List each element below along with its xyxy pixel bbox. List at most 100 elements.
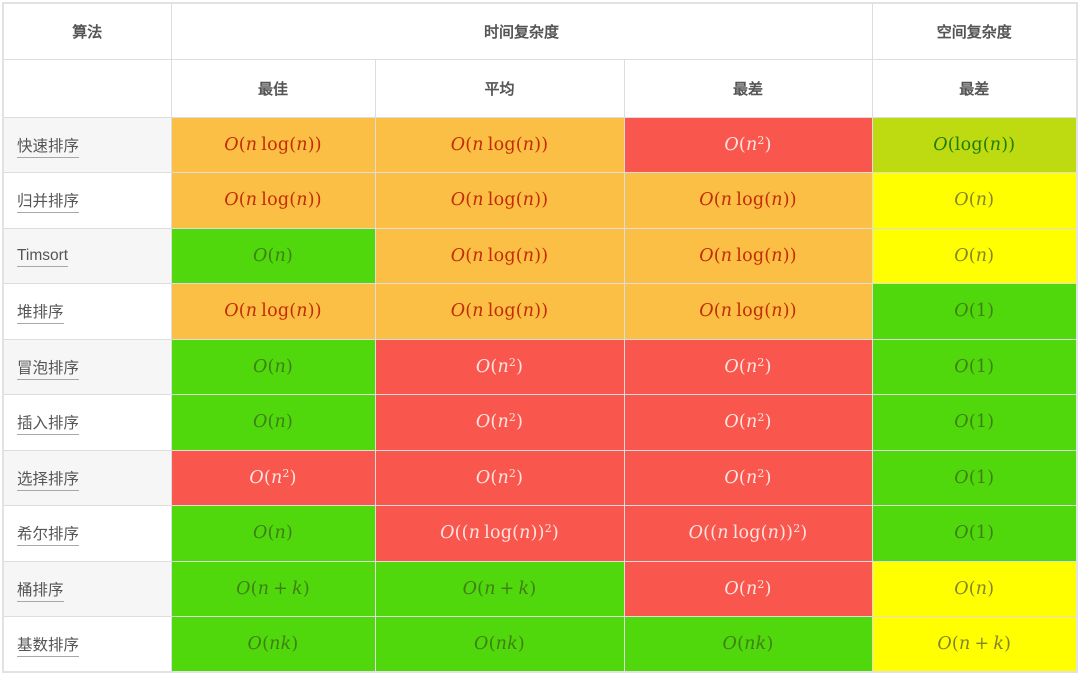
complexity-value: O(1) <box>954 523 995 544</box>
complexity-cell: O(n2) <box>623 116 873 173</box>
table-row: 归并排序 O(n log(n)) O(n log(n)) O(n log(n)) O(n) <box>2 172 1078 229</box>
complexity-value: O(nk) <box>247 634 299 654</box>
complexity-cell: O(log(n)) <box>871 116 1078 173</box>
complexity-value: O(log(n)) <box>933 134 1016 155</box>
complexity-cell: O(n log(n)) <box>623 283 873 340</box>
complexity-cell: O(n) <box>871 172 1078 229</box>
complexity-cell: O(nk) <box>170 616 376 673</box>
complexity-cell: O(n2) <box>170 449 376 506</box>
algorithm-link[interactable]: 冒泡排序 <box>17 359 80 380</box>
complexity-value: O(n log(n)) <box>699 301 797 322</box>
complexity-value: O(n) <box>954 578 995 599</box>
complexity-cell: O(1) <box>871 505 1078 562</box>
complexity-value: O((n log(n))2) <box>688 522 808 544</box>
complexity-cell: O(n log(n)) <box>374 172 625 229</box>
algorithm-link[interactable]: 归并排序 <box>17 193 80 214</box>
complexity-cell: O(n log(n)) <box>374 116 625 173</box>
complexity-cell: O(n log(n)) <box>170 116 376 173</box>
complexity-value: O(n + k) <box>937 634 1012 654</box>
complexity-value: O(n log(n)) <box>224 190 322 211</box>
complexity-value: O(n log(n)) <box>450 134 549 155</box>
complexity-cell: O(n log(n)) <box>623 172 873 229</box>
complexity-value: O(n log(n)) <box>699 245 797 266</box>
complexity-cell: O(1) <box>871 394 1078 451</box>
algorithm-link[interactable]: Timsort <box>17 246 69 267</box>
complexity-cell: O(n2) <box>623 449 873 506</box>
algorithm-label-cell: 插入排序 <box>2 394 172 451</box>
table-row: 选择排序 O(n2) O(n2) O(n2) O(1) <box>2 449 1078 506</box>
table-row: 快速排序 O(n log(n)) O(n log(n)) O(n2) O(log(n)) <box>2 116 1078 173</box>
algorithm-link[interactable]: 快速排序 <box>17 137 80 158</box>
algorithm-link[interactable]: 堆排序 <box>17 304 64 325</box>
algorithm-link[interactable]: 基数排序 <box>17 637 80 657</box>
complexity-cell: O(n) <box>871 227 1078 284</box>
complexity-cell: O(1) <box>871 283 1078 340</box>
subheader-space-worst: 最差 <box>871 58 1078 118</box>
complexity-value: O(n2) <box>724 577 772 599</box>
algorithm-label-cell: 基数排序 <box>2 616 172 673</box>
table-header: 算法 时间复杂度 空间复杂度 最佳 平均 最差 最差 <box>2 2 1078 118</box>
complexity-value: O(n2) <box>249 466 297 488</box>
algorithm-label-cell: 归并排序 <box>2 172 172 229</box>
complexity-cell: O(1) <box>871 449 1078 506</box>
table-row: 冒泡排序 O(n) O(n2) O(n2) O(1) <box>2 338 1078 395</box>
header-row-subcolumns: 最佳 平均 最差 最差 <box>2 58 1078 118</box>
table-row: 桶排序 O(n + k) O(n + k) O(n2) O(n) <box>2 560 1078 617</box>
algorithm-link[interactable]: 选择排序 <box>17 470 80 491</box>
complexity-cell: O(n2) <box>623 560 873 617</box>
algorithm-label-cell: 堆排序 <box>2 283 172 340</box>
complexity-value: O(n2) <box>724 133 772 155</box>
complexity-value: O(n) <box>252 523 294 544</box>
complexity-cell: O(n) <box>170 394 376 451</box>
complexity-cell: O(n log(n)) <box>170 283 376 340</box>
algorithm-label-cell: Timsort <box>2 227 172 284</box>
algorithm-label-cell: 快速排序 <box>2 116 172 173</box>
complexity-cell: O((n log(n))2) <box>374 505 625 562</box>
complexity-value: O(1) <box>954 356 995 377</box>
complexity-value: O((n log(n))2) <box>440 522 559 544</box>
complexity-cell: O(n) <box>871 560 1078 617</box>
complexity-cell: O(1) <box>871 338 1078 395</box>
complexity-cell: O(nk) <box>374 616 625 673</box>
complexity-value: O(1) <box>954 301 995 322</box>
complexity-cell: O(nk) <box>623 616 873 673</box>
table-row: 堆排序 O(n log(n)) O(n log(n)) O(n log(n)) O(1) <box>2 283 1078 340</box>
complexity-value: O(n) <box>954 190 995 211</box>
complexity-value: O(n2) <box>724 466 772 488</box>
complexity-cell: O(n) <box>170 505 376 562</box>
subheader-empty-cell <box>2 58 172 118</box>
algorithm-label-cell: 冒泡排序 <box>2 338 172 395</box>
header-row-groups: 算法 时间复杂度 空间复杂度 <box>2 2 1078 60</box>
complexity-value: O(n + k) <box>462 578 537 599</box>
complexity-value: O(n log(n)) <box>450 190 549 211</box>
complexity-value: O(n2) <box>475 466 524 488</box>
complexity-cell: O(n + k) <box>374 560 625 617</box>
complexity-value: O(n) <box>954 245 995 266</box>
complexity-value: O(n log(n)) <box>224 301 322 322</box>
complexity-cell: O(n2) <box>623 338 873 395</box>
complexity-value: O(nk) <box>722 634 774 654</box>
complexity-cell: O(n log(n)) <box>374 227 625 284</box>
complexity-value: O(n2) <box>475 411 524 433</box>
complexity-cell: O(n) <box>170 338 376 395</box>
complexity-value: O(n) <box>252 356 294 377</box>
algorithm-label-cell: 希尔排序 <box>2 505 172 562</box>
header-space-complexity: 空间复杂度 <box>871 2 1078 60</box>
algorithm-link[interactable]: 桶排序 <box>17 581 64 602</box>
table-row: 插入排序 O(n) O(n2) O(n2) O(1) <box>2 394 1078 451</box>
complexity-value: O(n) <box>252 245 294 266</box>
complexity-value: O(n log(n)) <box>224 134 322 155</box>
complexity-value: O(n log(n)) <box>450 245 549 266</box>
algorithm-link[interactable]: 希尔排序 <box>17 526 80 547</box>
complexity-value: O(n2) <box>724 355 772 377</box>
complexity-value: O(1) <box>954 412 995 433</box>
complexity-cell: O(n log(n)) <box>374 283 625 340</box>
table-body: 快速排序 O(n log(n)) O(n log(n)) O(n2) O(log(n)) 归并… <box>2 116 1078 673</box>
subheader-average: 平均 <box>374 58 625 118</box>
complexity-cell: O(n2) <box>374 449 625 506</box>
algorithm-link[interactable]: 插入排序 <box>17 415 80 436</box>
header-time-complexity: 时间复杂度 <box>170 2 873 60</box>
complexity-cell: O((n log(n))2) <box>623 505 873 562</box>
complexity-value: O(n2) <box>724 411 772 433</box>
